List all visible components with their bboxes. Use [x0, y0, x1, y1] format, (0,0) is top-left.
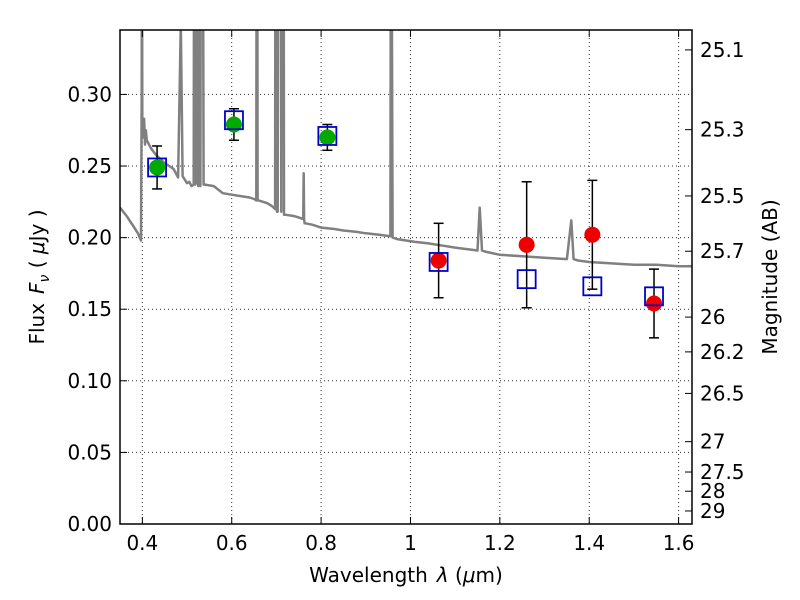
x-axis-title: Wavelength λ (μm): [309, 563, 503, 587]
y-tick-label: 0.20: [67, 226, 112, 250]
x-tick-label: 0.4: [126, 531, 158, 555]
y2-tick-label: 27.5: [700, 460, 745, 484]
y2-axis-title: Magnitude (AB): [758, 199, 782, 354]
model-square-point: [516, 269, 537, 290]
y2-tick-label: 26.5: [700, 381, 745, 405]
y2-tick-label: 25.5: [700, 184, 745, 208]
y2-tick-label: 28: [700, 479, 725, 503]
red-point: [646, 295, 663, 312]
green-point: [319, 129, 336, 146]
x-tick-label: 1.4: [573, 531, 605, 555]
points-layer: [147, 108, 664, 339]
y-tick-label: 0.10: [67, 369, 112, 393]
model-square-point: [147, 157, 167, 178]
model-square-point: [582, 276, 603, 297]
y2-tick-label: 29: [700, 499, 725, 523]
y2-tick-label: 26.2: [700, 340, 745, 364]
plot-frame: [119, 29, 693, 525]
model-square-point: [317, 126, 338, 146]
y-axis-title: FluxFν ( μJy ): [25, 209, 53, 344]
y-tick-label: 0.00: [67, 512, 112, 536]
x-tick-label: 0.6: [216, 531, 248, 555]
x-tick-label: 0.8: [305, 531, 337, 555]
y-tick-label: 0.15: [67, 297, 112, 321]
red-point: [584, 226, 601, 243]
y2-tick-label: 25.1: [700, 38, 745, 62]
x-tick-label: 1: [404, 531, 417, 555]
spectrum-line: [120, 30, 692, 268]
y2-tick-label: 27: [700, 430, 725, 454]
y2-tick-label: 25.7: [700, 239, 745, 263]
model-square-point: [224, 110, 244, 131]
red-point: [518, 236, 535, 253]
y2-tick-label: 26: [700, 305, 725, 329]
ticks-layer: 0.4 0.6 0.8 1 1.2 1.4 1.6 0.00 0.05 0.10 0.15 0.20 0…: [67, 30, 745, 555]
y2-tick-label: 25.3: [700, 118, 745, 142]
red-point: [430, 252, 447, 269]
y-tick-label: 0.05: [67, 440, 112, 464]
spectrum-layer: [120, 30, 692, 268]
green-point: [149, 159, 166, 176]
y-tick-label: 0.30: [67, 82, 112, 106]
model-square-point: [644, 286, 664, 307]
x-tick-label: 1.2: [484, 531, 516, 555]
model-square-point: [428, 252, 449, 272]
y-tick-label: 0.25: [67, 154, 112, 178]
x-tick-label: 1.6: [663, 531, 695, 555]
grid-lines: [120, 30, 692, 525]
